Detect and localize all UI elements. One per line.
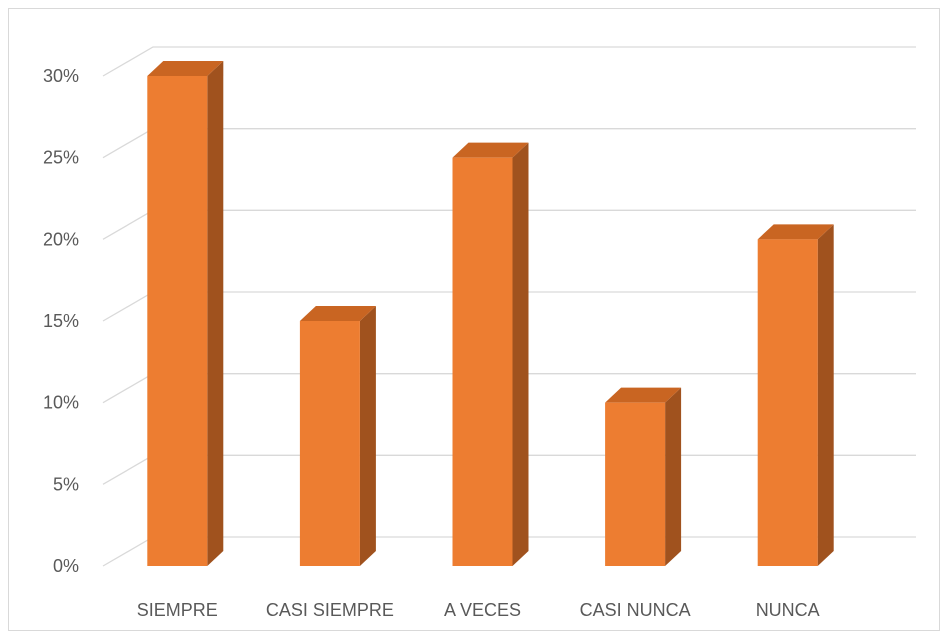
bar-top bbox=[452, 142, 529, 158]
bar-side bbox=[665, 387, 682, 566]
y-axis-ticks: 0% 5% 10% 15% 20% 25% 30% bbox=[43, 66, 79, 576]
bar-side bbox=[512, 142, 529, 566]
x-category-label: NUNCA bbox=[756, 600, 820, 620]
bar-side bbox=[817, 224, 834, 567]
bar-side bbox=[207, 61, 224, 566]
bar bbox=[147, 61, 224, 566]
bar-front bbox=[452, 157, 513, 566]
bar-front bbox=[147, 76, 208, 566]
y-tick-label: 25% bbox=[43, 148, 79, 168]
bar-front bbox=[757, 239, 818, 567]
gridline bbox=[102, 46, 916, 77]
y-tick-label: 20% bbox=[43, 229, 79, 249]
bars bbox=[147, 61, 834, 567]
bar-top bbox=[605, 387, 682, 403]
bar bbox=[452, 142, 529, 566]
x-axis-labels: SIEMPRE CASI SIEMPRE A VECES CASI NUNCA NUNC… bbox=[137, 600, 820, 620]
bar-front bbox=[605, 402, 666, 566]
bar-side bbox=[359, 306, 376, 566]
y-tick-label: 30% bbox=[43, 66, 79, 86]
bar bbox=[299, 306, 376, 566]
bar-top bbox=[299, 306, 376, 321]
y-tick-label: 15% bbox=[43, 311, 79, 331]
bar-front bbox=[299, 321, 360, 566]
x-category-label: CASI SIEMPRE bbox=[266, 600, 394, 620]
y-tick-label: 0% bbox=[53, 556, 79, 576]
x-category-label: CASI NUNCA bbox=[580, 600, 691, 620]
bar-top bbox=[757, 224, 834, 240]
y-tick-label: 5% bbox=[53, 474, 79, 494]
x-category-label: SIEMPRE bbox=[137, 600, 218, 620]
bar-top bbox=[147, 61, 224, 76]
bar bbox=[757, 224, 834, 567]
x-category-label: A VECES bbox=[444, 600, 521, 620]
bar bbox=[605, 387, 682, 566]
y-tick-label: 10% bbox=[43, 393, 79, 413]
